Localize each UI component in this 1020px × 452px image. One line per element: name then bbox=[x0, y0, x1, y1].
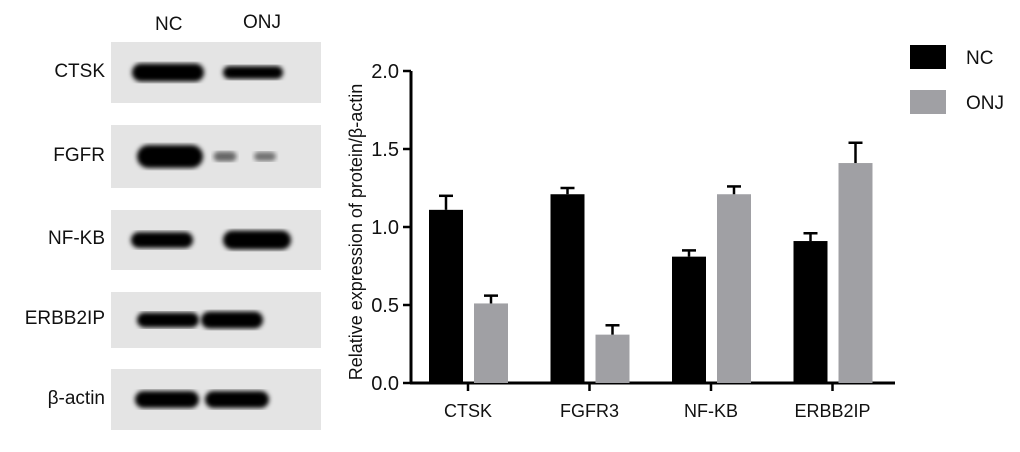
blot-panel bbox=[111, 125, 321, 188]
bar-onj-fgfr3 bbox=[595, 334, 630, 383]
blot-panel bbox=[111, 210, 321, 270]
legend-label-onj: ONJ bbox=[966, 93, 1004, 114]
blot-label: β-actin bbox=[47, 387, 105, 409]
bar-nc-ctsk bbox=[429, 209, 463, 383]
legend-label-nc: NC bbox=[966, 48, 993, 69]
x-tick-label: NF-KB bbox=[684, 401, 738, 421]
blot-label: NF-KB bbox=[48, 228, 105, 249]
blot-band bbox=[254, 152, 276, 161]
blot-band bbox=[137, 312, 199, 328]
x-tick-label: ERBB2IP bbox=[794, 401, 870, 421]
y-tick-label: 0.5 bbox=[371, 295, 399, 317]
lane-label-onj: ONJ bbox=[243, 12, 281, 33]
blot-panel bbox=[111, 292, 321, 348]
blot-band bbox=[131, 232, 193, 248]
blot-band bbox=[205, 391, 269, 408]
legend-swatch-onj bbox=[910, 90, 946, 114]
y-tick-label: 2.0 bbox=[371, 61, 399, 83]
blot-band bbox=[223, 66, 283, 79]
bar-onj-nf-kb bbox=[717, 194, 751, 383]
blot-band bbox=[223, 230, 291, 250]
blot-label: FGFR bbox=[53, 144, 105, 166]
y-tick-label: 1.0 bbox=[371, 217, 399, 239]
lane-label-nc: NC bbox=[155, 14, 183, 35]
blot-band bbox=[213, 151, 237, 162]
y-tick-label: 0.0 bbox=[371, 373, 399, 395]
bar-onj-ctsk bbox=[474, 303, 508, 383]
blot-label: CTSK bbox=[54, 60, 105, 82]
blot-panel bbox=[111, 42, 321, 103]
blot-band bbox=[132, 63, 204, 82]
blot-panel bbox=[111, 369, 321, 430]
x-tick-label: CTSK bbox=[444, 401, 492, 421]
y-tick-label: 1.5 bbox=[371, 139, 399, 161]
bar-nc-erbb2ip bbox=[793, 241, 828, 383]
y-axis-label: Relative expression of protein/β-actin bbox=[346, 84, 366, 381]
bar-nc-fgfr3 bbox=[550, 194, 585, 383]
blot-label: ERBB2IP bbox=[24, 308, 105, 329]
blot-band bbox=[137, 145, 203, 168]
blot-band bbox=[201, 311, 263, 329]
blot-band bbox=[135, 391, 199, 408]
x-tick-label: FGFR3 bbox=[560, 401, 619, 421]
bar-nc-nf-kb bbox=[672, 256, 706, 383]
legend-swatch-nc bbox=[910, 45, 946, 69]
bar-onj-erbb2ip bbox=[838, 163, 873, 383]
